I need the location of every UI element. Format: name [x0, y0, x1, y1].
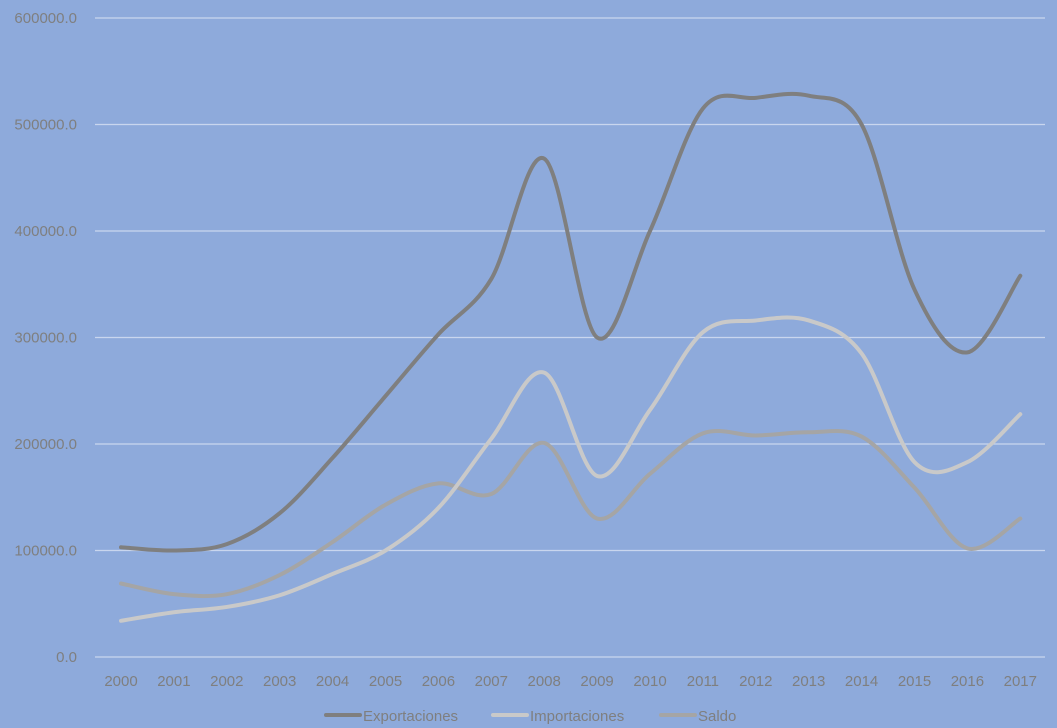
y-tick-label: 500000.0: [14, 117, 77, 134]
x-tick-label: 2017: [1004, 673, 1037, 690]
x-tick-label: 2002: [210, 673, 243, 690]
x-tick-label: 2010: [633, 673, 666, 690]
y-tick-label: 200000.0: [14, 436, 77, 453]
y-tick-label: 600000.0: [14, 10, 77, 27]
y-tick-label: 300000.0: [14, 330, 77, 347]
legend-label-exportaciones: Exportaciones: [363, 708, 458, 725]
legend-label-importaciones: Importaciones: [530, 708, 624, 725]
x-tick-label: 2004: [316, 673, 349, 690]
x-tick-label: 2009: [580, 673, 613, 690]
x-tick-label: 2003: [263, 673, 296, 690]
series-line-importaciones: [119, 315, 1023, 623]
series-lines: [119, 91, 1023, 623]
y-axis-ticks: 0.0 100000.0 200000.0 300000.0 400000.0 50000…: [14, 10, 77, 666]
series-line-saldo: [119, 429, 1023, 599]
x-tick-label: 2013: [792, 673, 825, 690]
legend-label-saldo: Saldo: [698, 708, 736, 725]
series-line-exportaciones: [119, 91, 1023, 553]
legend: Exportaciones Importaciones Saldo: [324, 708, 736, 725]
x-tick-label: 2016: [951, 673, 984, 690]
y-tick-label: 0.0: [56, 649, 77, 666]
y-tick-label: 100000.0: [14, 543, 77, 560]
x-axis-ticks: 2000 2001 2002 2003 2004 2005 2006 2007 2008 2009…: [104, 673, 1037, 690]
x-tick-label: 2011: [687, 673, 719, 690]
y-tick-label: 400000.0: [14, 223, 77, 240]
x-tick-label: 2014: [845, 673, 878, 690]
gridlines: [95, 17, 1045, 658]
x-tick-label: 2000: [104, 673, 137, 690]
x-tick-label: 2007: [475, 673, 508, 690]
x-tick-label: 2012: [739, 673, 772, 690]
x-tick-label: 2001: [157, 673, 190, 690]
x-tick-label: 2015: [898, 673, 931, 690]
x-tick-label: 2008: [528, 673, 561, 690]
x-tick-label: 2005: [369, 673, 402, 690]
x-tick-label: 2006: [422, 673, 455, 690]
